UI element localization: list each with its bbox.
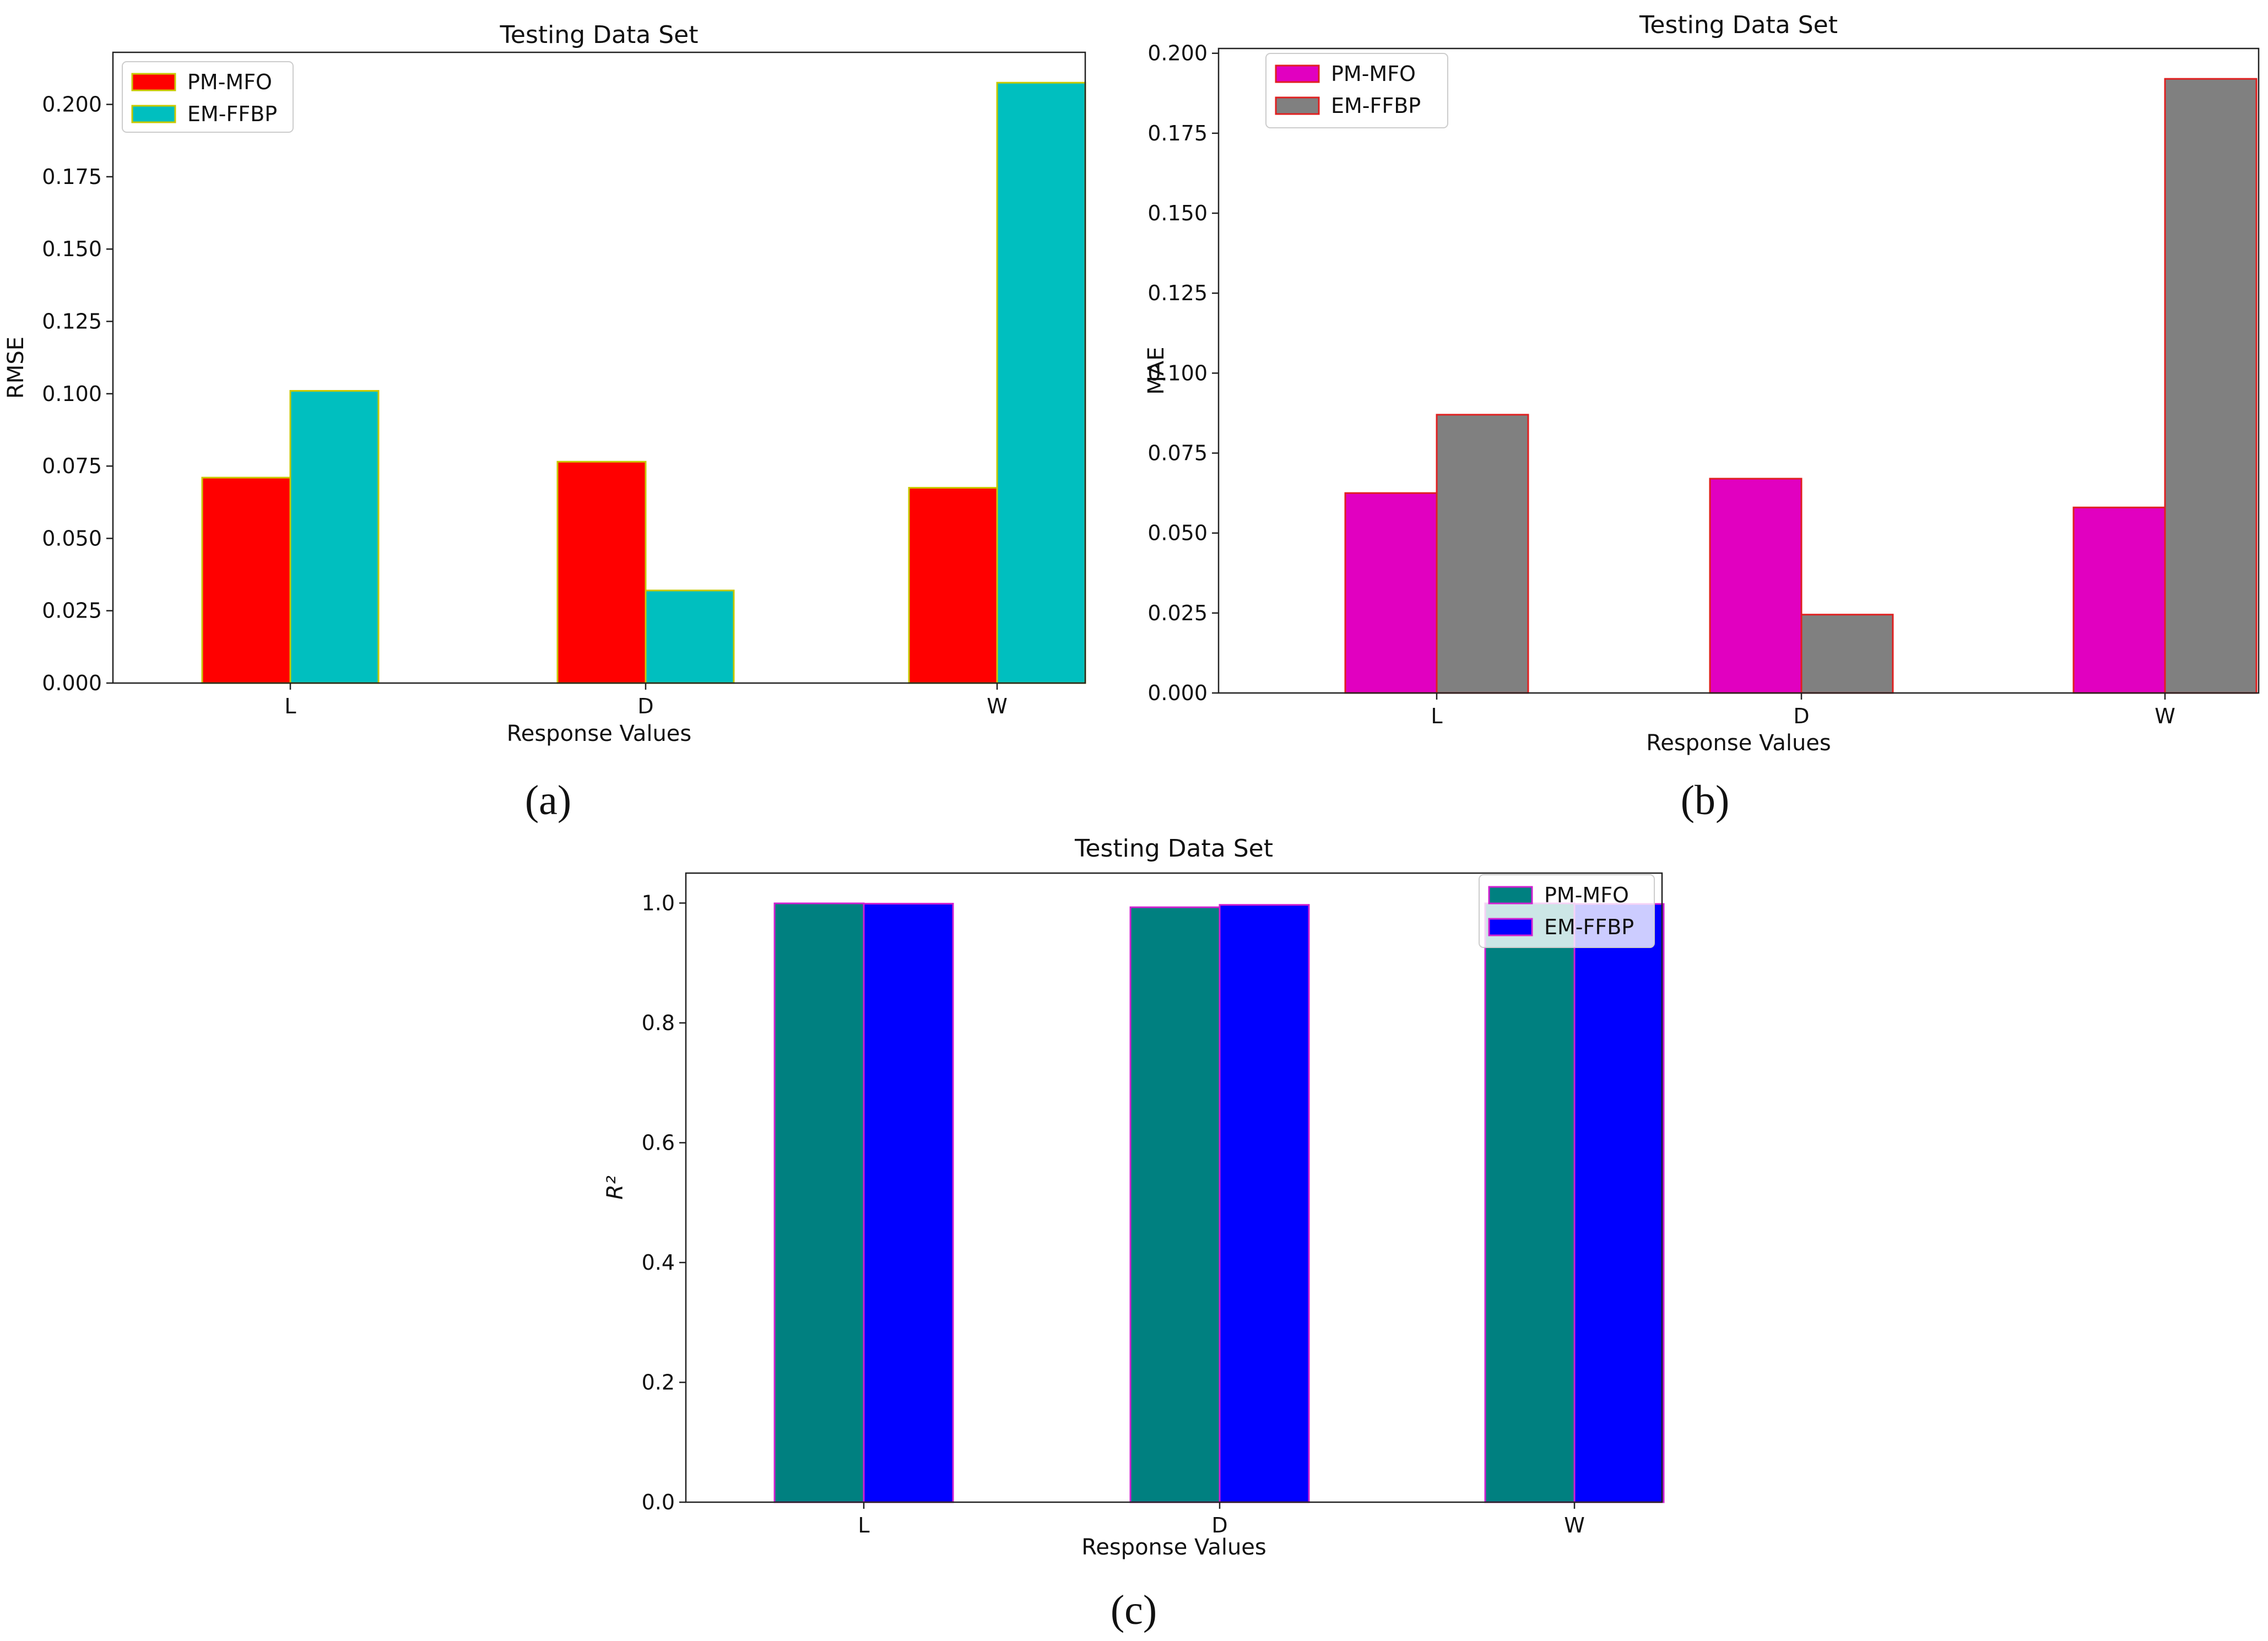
- x-tick-label: W: [987, 694, 1008, 718]
- chart-panel-c: Testing Data Set 0.0 0.2 0.4 0.6 0.8 1.0 L D W Res…: [603, 835, 1665, 1633]
- bar-em-ffbp-l: [863, 902, 954, 1503]
- chart-title: Testing Data Set: [1074, 835, 1273, 863]
- legend-swatch-em-ffbp: [131, 105, 176, 123]
- legend-swatch-pm-mfo: [1275, 64, 1320, 83]
- y-tick-label: 0.050: [42, 526, 102, 550]
- y-tick-label: 0.000: [42, 671, 102, 695]
- y-tick-label: 0.200: [1147, 41, 1208, 66]
- plot-frame: [1217, 47, 2260, 694]
- bar-em-ffbp-d: [645, 589, 735, 684]
- y-tick-label: 0.050: [1147, 521, 1208, 545]
- chart-panel-b: Testing Data Set 0.000 0.025 0.050 0.075 0.10…: [1144, 11, 2260, 824]
- chart-title: Testing Data Set: [500, 21, 699, 49]
- y-tick-label: 0.125: [42, 309, 102, 333]
- legend-label-em-ffbp: EM-FFBP: [187, 102, 277, 126]
- legend: PM-MFO EM-FFBP: [1479, 874, 1655, 948]
- bar-pm-mfo-w: [908, 486, 998, 684]
- bar-em-ffbp-l: [289, 390, 380, 684]
- legend-label-pm-mfo: PM-MFO: [187, 70, 272, 94]
- x-axis-label: Response Values: [1646, 730, 1831, 756]
- y-tick-label: 0.4: [642, 1250, 675, 1275]
- x-tick-label: D: [1793, 704, 1809, 728]
- legend-swatch-em-ffbp: [1488, 918, 1533, 936]
- y-tick-label: 1.0: [642, 891, 675, 915]
- bar-em-ffbp-d: [1219, 904, 1310, 1503]
- y-tick-label: 0.025: [42, 599, 102, 623]
- legend-label-pm-mfo: PM-MFO: [1331, 62, 1416, 86]
- y-tick-label: 0.150: [1147, 201, 1208, 225]
- bar-pm-mfo-l: [201, 476, 291, 684]
- x-axis-label: Response Values: [507, 721, 692, 746]
- y-tick-label: 0.100: [42, 382, 102, 406]
- y-tick-label: 0.025: [1147, 601, 1208, 625]
- y-tick-label: 0.000: [1147, 681, 1208, 705]
- bar-em-ffbp-l: [1436, 414, 1529, 694]
- chart-panel-a: Testing Data Set 0.000 0.025 0.050 0.075 0.10…: [3, 21, 1086, 824]
- legend-label-pm-mfo: PM-MFO: [1544, 883, 1629, 907]
- y-tick-label: 0.125: [1147, 281, 1208, 305]
- bar-em-ffbp-w: [1573, 903, 1665, 1503]
- legend-swatch-pm-mfo: [131, 73, 176, 91]
- legend-swatch-em-ffbp: [1275, 96, 1320, 115]
- chart-title: Testing Data Set: [1639, 11, 1838, 39]
- bar-pm-mfo-d: [1709, 478, 1803, 694]
- bar-em-ffbp-d: [1800, 614, 1894, 694]
- bar-pm-mfo-w: [1484, 902, 1576, 1503]
- x-tick-label: L: [284, 694, 296, 718]
- panel-label: (c): [1111, 1587, 1157, 1633]
- bar-pm-mfo-d: [1129, 906, 1221, 1503]
- y-tick-label: 0.8: [642, 1011, 675, 1035]
- panel-label: (b): [1681, 777, 1730, 824]
- x-tick-label: D: [637, 694, 653, 718]
- y-tick-label: 0.175: [42, 165, 102, 189]
- y-tick-label: 0.0: [642, 1490, 675, 1514]
- bar-em-ffbp-w: [2164, 78, 2258, 694]
- bar-pm-mfo-d: [556, 461, 647, 684]
- bar-pm-mfo-w: [2072, 506, 2166, 694]
- legend: PM-MFO EM-FFBP: [1265, 53, 1448, 128]
- x-tick-label: L: [1431, 704, 1442, 728]
- legend-swatch-pm-mfo: [1488, 886, 1533, 905]
- legend-label-em-ffbp: EM-FFBP: [1544, 915, 1634, 939]
- x-tick-label: W: [2155, 704, 2175, 728]
- bar-em-ffbp-w: [996, 82, 1086, 684]
- y-axis-label: RMSE: [3, 337, 29, 399]
- y-axis-label: MAE: [1144, 346, 1169, 394]
- y-tick-label: 0.075: [42, 454, 102, 478]
- x-tick-label: L: [858, 1513, 869, 1537]
- x-tick-label: W: [1564, 1513, 1585, 1537]
- y-tick-label: 0.175: [1147, 121, 1208, 145]
- bar-pm-mfo-l: [1344, 492, 1438, 694]
- y-tick-label: 0.2: [642, 1370, 675, 1394]
- x-tick-label: D: [1211, 1513, 1227, 1537]
- bar-pm-mfo-l: [773, 902, 865, 1503]
- plot-frame: [685, 872, 1663, 1503]
- x-axis-label: Response Values: [1081, 1535, 1266, 1560]
- y-tick-label: 0.075: [1147, 441, 1208, 465]
- y-axis-label: R²: [603, 1176, 628, 1200]
- y-tick-label: 0.200: [42, 93, 102, 117]
- legend-label-em-ffbp: EM-FFBP: [1331, 94, 1421, 118]
- legend: PM-MFO EM-FFBP: [122, 61, 294, 133]
- plot-frame: [112, 51, 1086, 684]
- y-tick-label: 0.100: [1147, 361, 1208, 385]
- y-tick-label: 0.150: [42, 237, 102, 261]
- y-tick-label: 0.6: [642, 1130, 675, 1155]
- panel-label: (a): [525, 777, 571, 824]
